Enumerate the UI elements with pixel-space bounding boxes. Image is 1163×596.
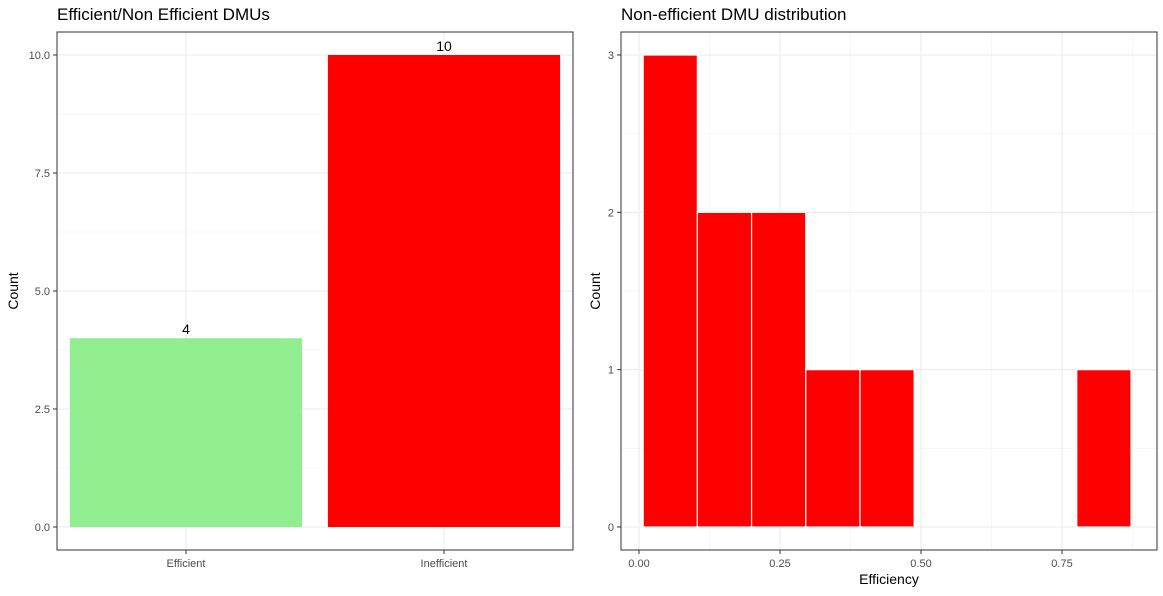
data-label: 4	[182, 321, 190, 337]
x-tick-label: Inefficient	[421, 558, 468, 570]
y-tick-label: 0.0	[35, 522, 50, 534]
left-x-axis: Efficient Inefficient	[167, 550, 468, 570]
left-data-labels: 4 10	[182, 38, 452, 337]
y-tick-label: 2.5	[35, 404, 50, 416]
left-bars	[69, 55, 561, 527]
bar-efficient	[69, 338, 303, 527]
x-tick-label: Efficient	[167, 558, 206, 570]
y-tick-label: 5.0	[35, 286, 50, 298]
data-label: 10	[436, 38, 452, 54]
bar-inefficient	[327, 55, 561, 527]
right-y-axis: 0 1 2 3	[608, 50, 621, 534]
y-tick-label: 3	[608, 50, 614, 62]
y-tick-label: 2	[608, 207, 614, 219]
y-tick-label: 10.0	[29, 50, 50, 62]
histogram-bar	[750, 211, 807, 528]
x-tick-label: 0.75	[1051, 558, 1072, 570]
histogram-bar	[859, 369, 915, 528]
left-y-axis: 0.0 2.5 5.0 7.5 10.0	[29, 50, 57, 534]
y-tick-label: 0	[608, 522, 614, 534]
right-x-axis: 0.00 0.25 0.50 0.75	[628, 550, 1073, 570]
x-tick-label: 0.50	[910, 558, 931, 570]
left-y-axis-label: Count	[5, 272, 21, 309]
right-bars	[642, 54, 1132, 528]
histogram-bar	[1076, 369, 1132, 528]
histogram-bar	[805, 369, 861, 528]
y-tick-label: 1	[608, 365, 614, 377]
histogram-bar	[642, 54, 698, 528]
histogram-bar	[696, 211, 753, 528]
right-y-axis-label: Count	[587, 272, 603, 309]
x-tick-label: 0.25	[769, 558, 790, 570]
left-chart-title: Efficient/Non Efficient DMUs	[57, 5, 270, 24]
right-panel-border	[620, 31, 1158, 551]
y-tick-label: 7.5	[35, 168, 50, 180]
x-tick-label: 0.00	[628, 558, 649, 570]
right-x-axis-label: Efficiency	[859, 571, 919, 587]
right-chart-title: Non-efficient DMU distribution	[621, 5, 847, 24]
